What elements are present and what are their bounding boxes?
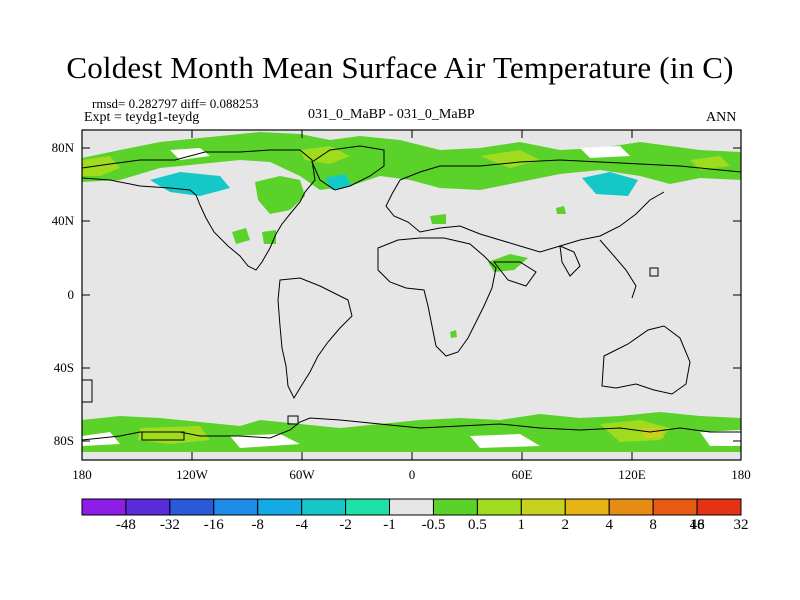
lon-label-120w: 120W [176, 467, 208, 482]
colorbar-label: -4 [295, 517, 308, 533]
colorbar-label: -1 [383, 517, 396, 533]
lat-ticks [82, 147, 741, 442]
colorbar-swatch [652, 498, 698, 516]
lat-label-40n: 40N [51, 213, 74, 228]
lon-label-180w: 180 [72, 467, 92, 482]
lon-ticks [191, 130, 633, 460]
stats-text: rmsd= 0.282797 diff= 0.088253 [92, 96, 259, 111]
lon-label-60e: 60E [511, 467, 533, 482]
colorbar-label: 8 [649, 517, 657, 533]
colorbar-label: 48 [689, 517, 705, 533]
colorbar-swatch [169, 498, 215, 516]
colorbar-label: -2 [339, 517, 352, 533]
colorbar-swatch [476, 498, 522, 516]
colorbar-swatch [345, 498, 391, 516]
colorbar-label: 0.5 [468, 517, 487, 533]
colorbar-label: 2 [561, 517, 570, 533]
colorbar-swatch [432, 498, 478, 516]
colorbar-label: 32 [733, 517, 749, 533]
colorbar [81, 498, 742, 516]
coastlines [81, 145, 742, 441]
colorbar-swatch [213, 498, 259, 516]
lon-label-0: 0 [408, 467, 416, 482]
map-title: Coldest Month Mean Surface Air Temperatu… [66, 50, 734, 85]
colorbar-label: -0.5 [421, 517, 446, 533]
colorbar-swatch [520, 498, 566, 516]
lat-label-0: 0 [67, 287, 75, 302]
lat-label-40s: 40S [53, 360, 74, 375]
experiment-label: Expt = teydg1-teydg [84, 110, 200, 125]
colorbar-label: -16 [203, 517, 224, 533]
colorbar-label: -48 [115, 517, 136, 533]
lat-label-80s: 80S [53, 433, 74, 448]
colorbar-swatch [125, 498, 171, 516]
colorbar-label: 16 [689, 517, 705, 533]
lat-label-80n: 80N [51, 140, 74, 155]
colorbar-swatch [696, 498, 742, 516]
colorbar-swatch [257, 498, 303, 516]
colorbar-swatch [564, 498, 610, 516]
lon-label-60w: 60W [289, 467, 315, 482]
season-label: ANN [706, 110, 737, 125]
anomaly-patches [82, 132, 741, 452]
colorbar-label: -32 [159, 517, 180, 533]
lon-label-180e: 180 [731, 467, 751, 482]
colorbar-label: -8 [251, 517, 264, 533]
period-label: 031_0_MaBP - 031_0_MaBP [308, 107, 475, 122]
colorbar-swatch [81, 498, 127, 516]
colorbar-label: 4 [605, 517, 613, 533]
colorbar-swatch [301, 498, 347, 516]
colorbar-swatch [608, 498, 654, 516]
colorbar-swatch [389, 498, 434, 516]
colorbar-label: 1 [517, 517, 526, 533]
lon-label-120e: 120E [618, 467, 646, 482]
